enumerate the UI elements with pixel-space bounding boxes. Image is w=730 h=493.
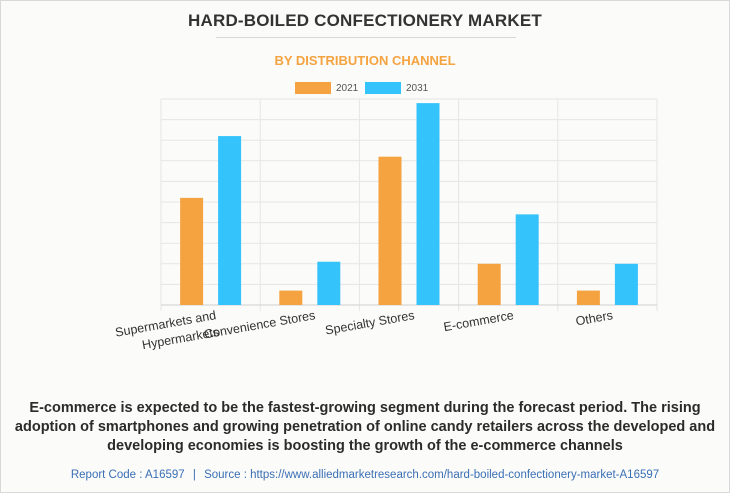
footer-separator: | [192,469,196,481]
x-tick-label-line: Convenience Stores [203,308,316,341]
bar-2021-2 [378,156,402,305]
legend-label-2021: 2021 [336,82,359,94]
bar-2031-3 [515,214,539,305]
source-link[interactable]: Source : https://www.alliedmarketresearc… [204,469,660,481]
title-divider [216,37,516,38]
legend-label-2031: 2031 [406,82,429,94]
legend-item-2031: 2031 [365,81,428,95]
chart-legend: 2021 2031 [1,81,729,95]
chart-description: E-commerce is expected to be the fastest… [14,400,716,454]
x-tick-label: Specialty Stores [324,308,415,337]
x-tick-label: E-commerce [443,308,515,334]
bar-chart: Supermarkets andHypermarketsConvenience … [114,98,658,352]
bar-2021-1 [279,290,303,305]
bar-2031-0 [218,136,242,305]
legend-item-2021: 2021 [295,81,358,95]
legend-swatch-2021 [295,82,331,94]
bar-2031-2 [416,103,440,306]
source-footer: Report Code : A16597 | Source : https://… [1,469,729,481]
x-tick-label-line: E-commerce [443,308,515,334]
x-tick-label: Convenience Stores [203,308,316,341]
x-tick-label-line: Specialty Stores [324,308,415,337]
report-code: Report Code : A16597 [70,469,185,481]
legend-swatch-2031 [365,82,401,94]
bar-2021-3 [477,263,501,305]
x-tick-label: Others [575,308,614,328]
bar-2031-1 [317,261,341,305]
bar-2031-4 [614,263,638,305]
x-tick-label-line: Others [575,308,614,328]
chart-title: HARD-BOILED CONFECTIONERY MARKET [188,11,542,30]
bar-2021-4 [576,290,600,305]
chart-subtitle: BY DISTRIBUTION CHANNEL [274,53,456,68]
bar-2021-0 [180,197,204,305]
